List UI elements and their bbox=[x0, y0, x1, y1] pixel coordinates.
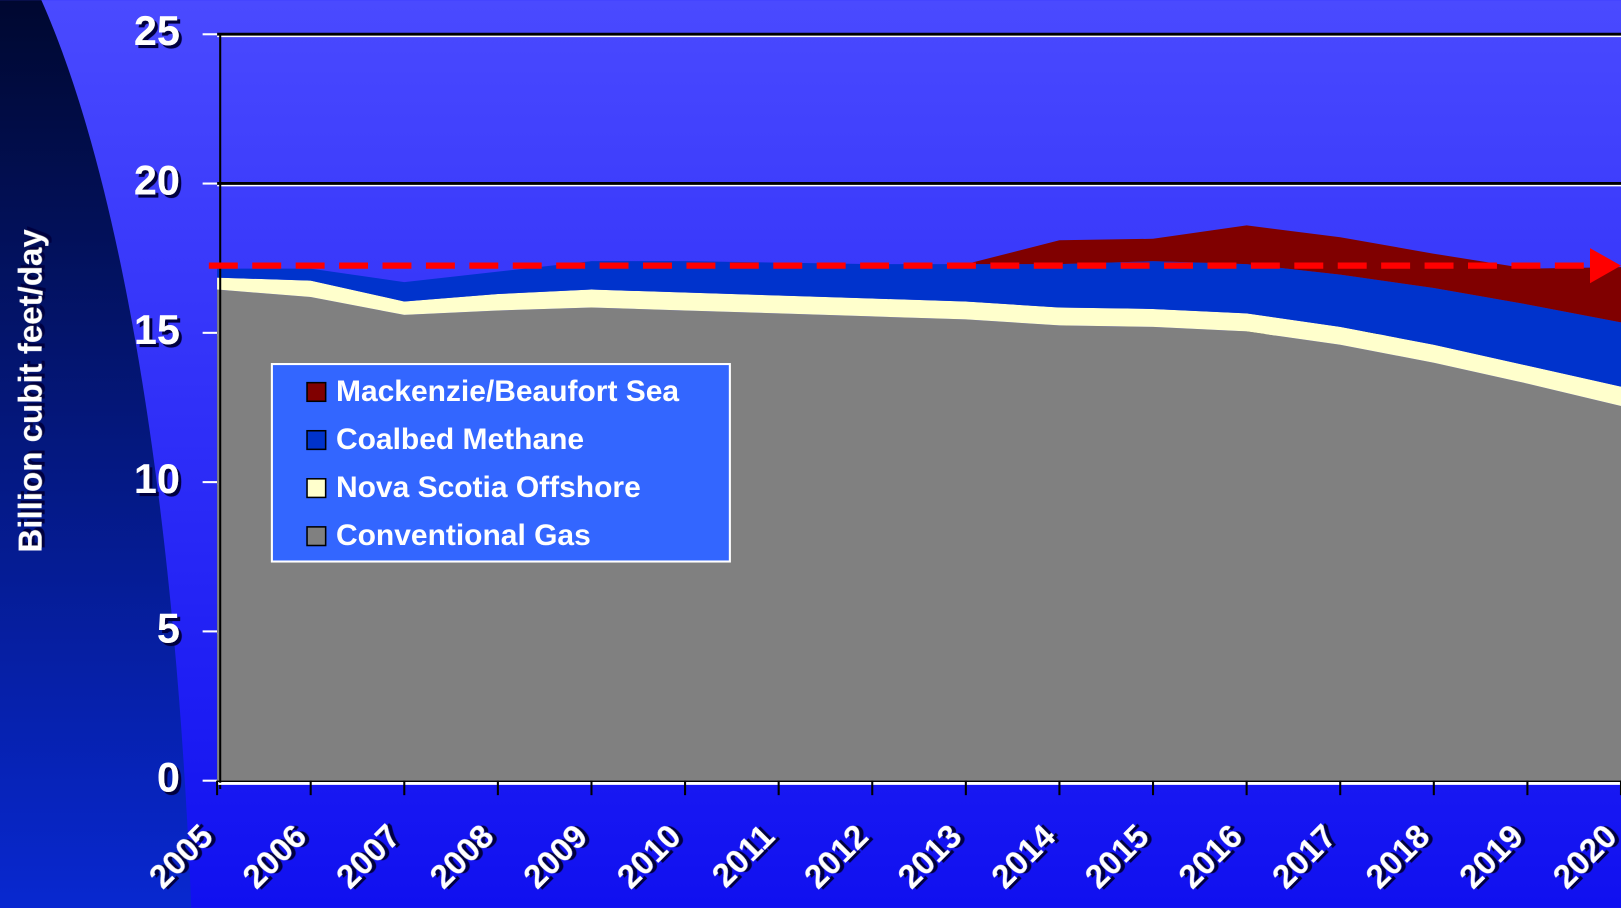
y-tick-label: 20 bbox=[134, 157, 180, 203]
side-decoration bbox=[0, 0, 192, 908]
legend-label: Coalbed Methane bbox=[336, 423, 584, 456]
y-axis-label: Billion cubit feet/day bbox=[13, 229, 50, 553]
legend-label: Mackenzie/Beaufort Sea bbox=[336, 375, 679, 408]
legend-label: Conventional Gas bbox=[336, 519, 591, 552]
y-tick-label: 0 bbox=[157, 755, 180, 801]
area bbox=[217, 225, 1621, 323]
legend-swatch bbox=[306, 526, 327, 547]
legend-swatch bbox=[306, 478, 327, 499]
legend-swatch bbox=[306, 381, 327, 403]
legend: Mackenzie/Beaufort Sea Coalbed Methane Nov… bbox=[270, 363, 731, 563]
legend-label: Nova Scotia Offshore bbox=[336, 471, 641, 504]
reference-arrow bbox=[1589, 248, 1621, 284]
area bbox=[217, 277, 1621, 406]
legend-swatch bbox=[306, 429, 327, 451]
area bbox=[217, 261, 1621, 387]
y-tick-label: 15 bbox=[134, 307, 180, 353]
legend-box bbox=[270, 363, 731, 563]
y-tick-label: 10 bbox=[134, 456, 180, 502]
y-tick-label: 5 bbox=[157, 605, 180, 651]
y-tick-label: 25 bbox=[134, 8, 180, 54]
